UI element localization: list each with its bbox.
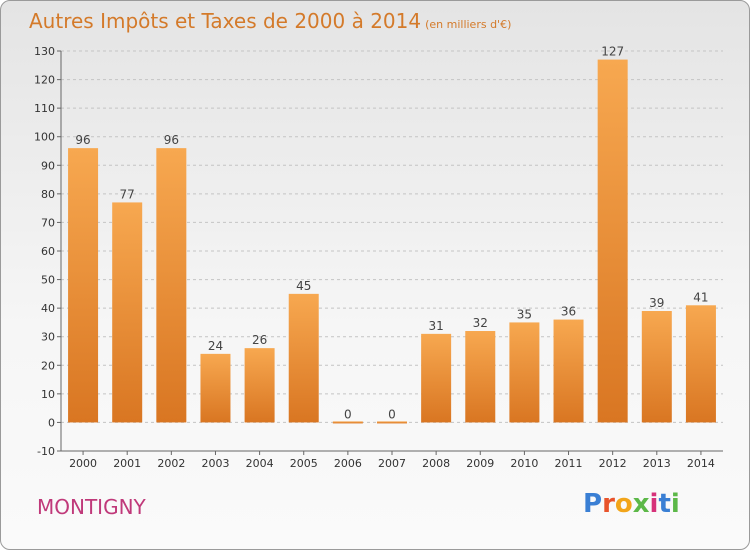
x-tick-label: 2005: [290, 457, 318, 470]
axes: -10 0 10 20 30 40 50 60 70 80 90 100 110 120 130 2000 20…: [34, 45, 723, 470]
logo-letter: o: [614, 489, 633, 519]
x-tick-label: 2002: [157, 457, 185, 470]
bar: [685, 305, 716, 423]
chart-title: Autres Impôts et Taxes de 2000 à 2014 (en…: [29, 9, 511, 33]
data-label: 0: [388, 407, 396, 421]
bar: [509, 322, 540, 423]
data-label: 35: [517, 307, 532, 321]
data-label: 77: [120, 187, 135, 201]
y-tick-label: 70: [41, 216, 55, 229]
logo-letter: r: [602, 489, 615, 519]
x-tick-label: 2004: [246, 457, 274, 470]
y-tick-label: 90: [41, 159, 55, 172]
y-tick-label: 0: [48, 416, 55, 429]
bar: [288, 293, 319, 423]
bar: [597, 59, 628, 423]
y-tick-label: 60: [41, 245, 55, 258]
data-label: 0: [344, 407, 352, 421]
data-label: 24: [208, 339, 223, 353]
x-tick-label: 2001: [113, 457, 141, 470]
bar: [377, 421, 407, 424]
data-label: 32: [473, 316, 488, 330]
data-label: 26: [252, 333, 267, 347]
x-tick-label: 2000: [69, 457, 97, 470]
data-label: 41: [693, 290, 708, 304]
bar: [332, 421, 363, 424]
y-tick-label: 120: [34, 74, 55, 87]
x-tick-label: 2011: [555, 457, 583, 470]
data-labels: 96 77 96 24 26 45 0 0 31 32 35 36 127 39 41: [75, 45, 708, 422]
y-tick-label: 20: [41, 359, 55, 372]
x-tick-label: 2006: [334, 457, 362, 470]
logo-letter: i: [649, 489, 659, 519]
data-label: 127: [601, 45, 624, 59]
x-tick-label: 2010: [510, 457, 538, 470]
x-tick-label: 2003: [201, 457, 229, 470]
y-tick-label: 10: [41, 388, 55, 401]
y-tick-label: -10: [37, 445, 55, 458]
x-tick-label: 2012: [599, 457, 627, 470]
chart-title-unit: (en milliers d'€): [425, 18, 512, 31]
data-label: 96: [164, 133, 179, 147]
chart-title-text: Autres Impôts et Taxes de 2000 à 2014: [29, 9, 422, 33]
data-label: 39: [649, 296, 664, 310]
y-tick-label: 80: [41, 188, 55, 201]
bar: [156, 148, 187, 423]
data-label: 96: [75, 133, 90, 147]
bar: [112, 202, 143, 423]
town-name: MONTIGNY: [37, 495, 146, 519]
data-label: 31: [428, 319, 443, 333]
x-tick-label: 2008: [422, 457, 450, 470]
data-label: 45: [296, 279, 311, 293]
proxiti-logo: Proxiti: [583, 489, 680, 519]
bar: [244, 348, 275, 423]
x-tick-label: 2007: [378, 457, 406, 470]
y-tick-label: 130: [34, 45, 55, 58]
x-tick-label: 2014: [687, 457, 715, 470]
data-label: 36: [561, 305, 576, 319]
x-tick-label: 2013: [643, 457, 671, 470]
logo-letter: i: [670, 489, 680, 519]
bar: [200, 353, 231, 423]
logo-letter: x: [632, 489, 650, 519]
bar: [553, 319, 584, 423]
y-tick-label: 40: [41, 302, 55, 315]
x-tick-label: 2009: [466, 457, 494, 470]
y-tick-label: 100: [34, 131, 55, 144]
bar: [68, 148, 99, 423]
bars: [68, 59, 716, 424]
logo-letter: t: [658, 489, 671, 519]
y-tick-label: 110: [34, 102, 55, 115]
bar: [465, 331, 496, 423]
logo-letter: P: [583, 489, 603, 519]
y-tick-label: 50: [41, 274, 55, 287]
bar: [421, 333, 452, 423]
y-tick-label: 30: [41, 331, 55, 344]
bar: [641, 311, 672, 423]
